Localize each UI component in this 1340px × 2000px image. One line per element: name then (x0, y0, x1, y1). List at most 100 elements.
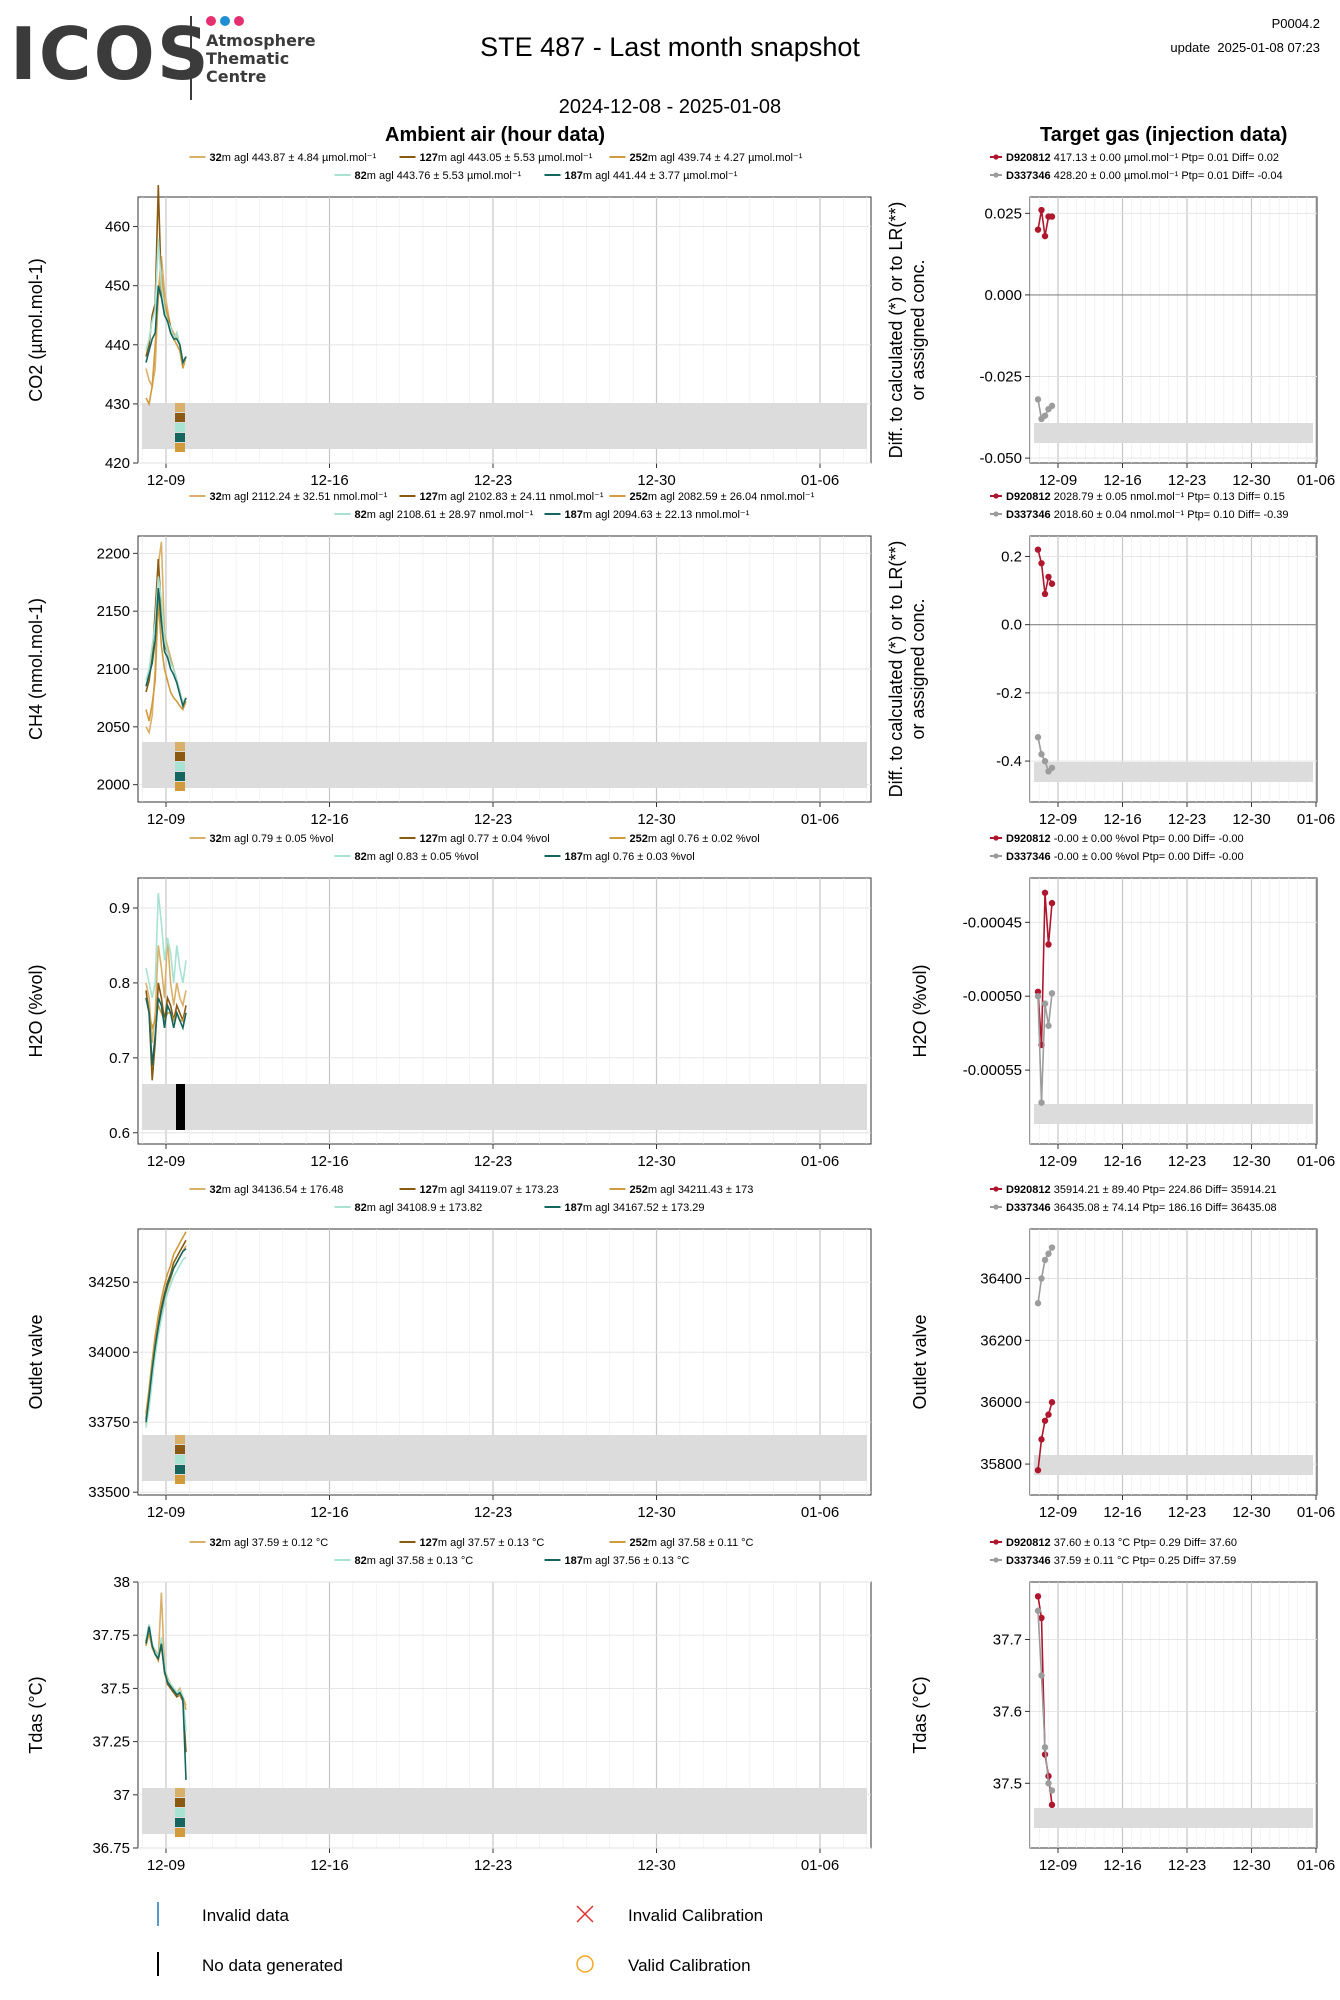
x-tick-label: 12-16 (1103, 1153, 1141, 1170)
y-axis-label-line: H2O (%vol) (26, 964, 46, 1057)
calibration-band (1034, 1104, 1313, 1124)
calibration-band (1034, 1808, 1313, 1828)
series-point-D337346 (1041, 1256, 1049, 1264)
x-tick-label: 12-30 (637, 1153, 675, 1170)
series-point-D920812 (1041, 232, 1049, 240)
charts-canvas: 12-09 12-16 12-23 12-30 01-06 420 430 440 450 460… (26, 152, 1335, 1874)
x-tick-label: 12-30 (1232, 472, 1270, 489)
legend-stats: m agl 439.74 ± 4.27 µmol.mol⁻¹ (648, 152, 803, 164)
y-axis-label: Outlet valve (910, 1314, 930, 1409)
calibration-marker (175, 1435, 185, 1444)
logo-dot-icon (206, 16, 216, 26)
calibration-marker (175, 1798, 185, 1807)
y-tick-label: 33750 (88, 1414, 130, 1431)
series-point-D337346 (1048, 764, 1056, 772)
series-point-D337346 (1041, 1744, 1049, 1751)
y-tick-label: 2100 (97, 661, 130, 678)
series-point-D920812 (1048, 213, 1056, 220)
y-axis-label-line: H2O (%vol) (910, 964, 930, 1057)
ambient-legend: 32m agl 443.87 ± 4.84 µmol.mol⁻¹ 127m agl… (189, 152, 803, 182)
y-tick-label: -0.00045 (963, 914, 1022, 931)
y-axis-label-line: Diff. to calculated (*) or to LR(**) (886, 202, 906, 459)
legend-entry-82: 82m agl 443.76 ± 5.53 µmol.mol⁻¹ (355, 170, 522, 182)
target-chart-1: 12-09 12-16 12-23 12-30 01-06 -0.4 -0.2 0.0 0.2 D… (886, 491, 1335, 828)
update-timestamp: update 2025-01-08 07:23 (1170, 40, 1320, 55)
x-tick-label: 12-23 (1168, 472, 1206, 489)
x-tick-label: 12-16 (310, 1504, 348, 1521)
legend-height: 82 (355, 1202, 367, 1214)
x-tick-label: 12-30 (637, 472, 675, 489)
x-tick-label: 12-09 (147, 1153, 185, 1170)
x-tick-label: 12-30 (637, 1857, 675, 1874)
logo-divider (190, 16, 192, 100)
series-point-D920812 (1048, 1399, 1056, 1406)
series-line-252 (145, 599, 187, 722)
x-tick-label: 12-30 (1232, 1153, 1270, 1170)
x-tick-label: 12-09 (147, 811, 185, 828)
legend-stats: m agl 34211.43 ± 173 (648, 1184, 754, 1196)
x-tick-label: 12-16 (1103, 811, 1141, 828)
legend-stats: m agl 0.79 ± 0.05 %vol (222, 833, 334, 845)
y-tick-label: 34250 (88, 1274, 130, 1291)
calibration-marker (175, 1788, 185, 1797)
x-tick-label: 12-30 (1232, 1504, 1270, 1521)
y-tick-label: 0.2 (1001, 548, 1022, 565)
y-tick-label: 36.75 (92, 1840, 130, 1857)
series-line-252 (145, 1231, 187, 1414)
legend-cylinder: D337346 (1006, 1202, 1051, 1214)
x-tick-label: 01-06 (801, 472, 839, 489)
target-legend: D920812 -0.00 ± 0.00 %vol Ptp= 0.00 Diff… (990, 833, 1244, 863)
page-title: STE 487 - Last month snapshot (480, 32, 860, 62)
series-line-82 (145, 1256, 187, 1428)
series-point-D337346 (1048, 1244, 1056, 1251)
y-axis-label-line: Outlet valve (26, 1314, 46, 1409)
legend-entry-32: 32m agl 443.87 ± 4.84 µmol.mol⁻¹ (210, 152, 377, 164)
legend-entry-D337346: D337346 2018.60 ± 0.04 nmol.mol⁻¹ Ptp= 0… (1006, 509, 1289, 521)
y-tick-label: 34000 (88, 1344, 130, 1361)
ambient-chart-4: 12-09 12-16 12-23 12-30 01-06 36.75 37 37.25 37.… (26, 1537, 872, 1874)
calibration-marker (175, 1455, 185, 1464)
series-line-32 (145, 937, 187, 1043)
legend-entry-32: 32m agl 37.59 ± 0.12 °C (210, 1537, 329, 1549)
legend-stats: m agl 34108.9 ± 173.82 (367, 1202, 483, 1214)
series-point-D337346 (1034, 1300, 1042, 1307)
calibration-marker (175, 742, 185, 751)
legend-entry-187: 187m agl 441.44 ± 3.77 µmol.mol⁻¹ (565, 170, 738, 182)
legend-entry-252: 252m agl 439.74 ± 4.27 µmol.mol⁻¹ (630, 152, 803, 164)
x-tick-label: 12-30 (1232, 811, 1270, 828)
series-point-D920812 (1038, 206, 1045, 214)
calibration-marker (175, 772, 185, 781)
series-point-D920812 (1041, 590, 1049, 598)
x-tick-label: 12-09 (147, 472, 185, 489)
legend-cylinder: D337346 (1006, 851, 1051, 863)
legend-stats: 428.20 ± 0.00 µmol.mol⁻¹ Ptp= 0.01 Diff=… (1051, 170, 1283, 182)
y-tick-label: 0.7 (109, 1050, 130, 1067)
ambient-chart-1: 12-09 12-16 12-23 12-30 01-06 2000 2050 2100 215… (26, 491, 872, 828)
logo-subtitle: Atmosphere Thematic Centre (206, 31, 316, 86)
y-tick-label: -0.025 (979, 369, 1022, 386)
legend-stats: 35914.21 ± 89.40 Ptp= 224.86 Diff= 35914… (1051, 1184, 1277, 1196)
legend-height: 252 (630, 833, 648, 845)
y-axis-label-line: CH4 (nmol.mol-1) (26, 598, 46, 740)
x-tick-label: 12-23 (1168, 1504, 1206, 1521)
series-point-D920812 (1038, 1436, 1045, 1443)
legend-cylinder: D920812 (1006, 491, 1051, 503)
ambient-legend: 32m agl 34136.54 ± 176.48 127m agl 34119.… (189, 1184, 754, 1214)
series-point-D337346 (1048, 402, 1056, 410)
x-tick-label: 12-16 (1103, 472, 1141, 489)
calibration-band (142, 403, 867, 449)
legend-entry-D337346: D337346 -0.00 ± 0.00 %vol Ptp= 0.00 Diff… (1006, 851, 1244, 863)
logo-dot-icon (220, 16, 230, 26)
x-tick-label: 12-09 (1039, 472, 1077, 489)
series-point-D337346 (1034, 734, 1042, 741)
calibration-marker (175, 423, 185, 432)
series-point-D920812 (1045, 941, 1052, 948)
y-tick-label: 0.9 (109, 900, 130, 917)
legend-entry-127: 127m agl 2102.83 ± 24.11 nmol.mol⁻¹ (420, 491, 604, 503)
legend-entry-127: 127m agl 34119.07 ± 173.23 (420, 1184, 559, 1196)
y-tick-label: 460 (105, 219, 130, 236)
legend-height: 127 (420, 1184, 438, 1196)
legend-height: 252 (630, 152, 648, 164)
legend-height: 252 (630, 1537, 648, 1549)
legend-stats: -0.00 ± 0.00 %vol Ptp= 0.00 Diff= -0.00 (1051, 833, 1244, 845)
